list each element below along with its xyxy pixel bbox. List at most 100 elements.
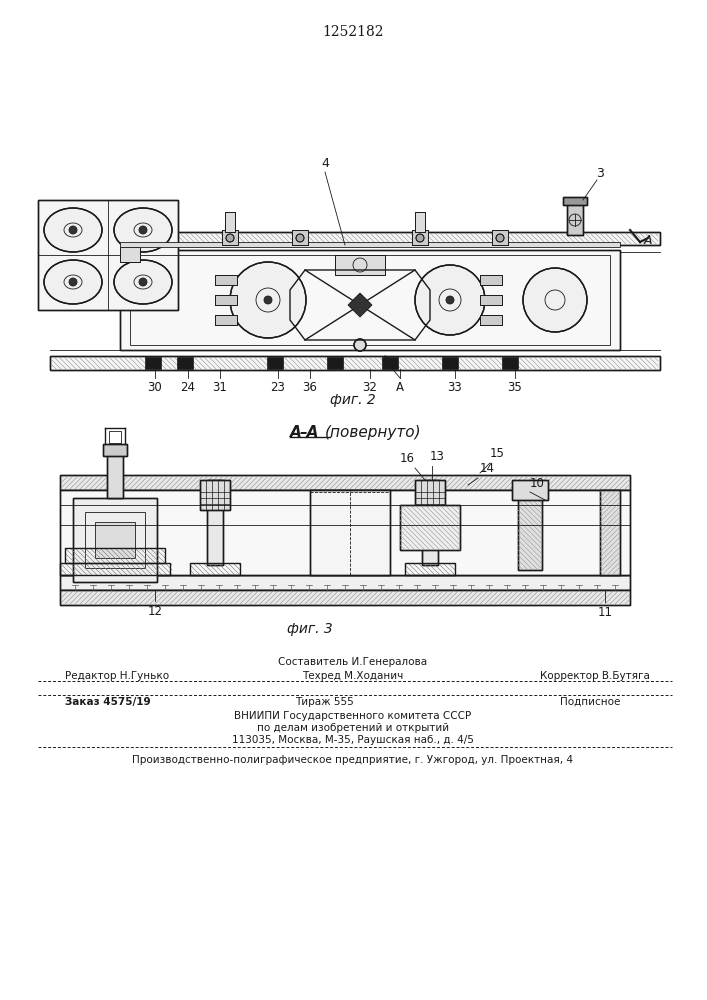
Text: 16: 16 bbox=[400, 452, 415, 465]
Bar bbox=[207, 480, 223, 565]
Bar bbox=[60, 475, 630, 490]
Bar bbox=[563, 197, 587, 205]
Circle shape bbox=[415, 265, 485, 335]
Bar bbox=[50, 232, 660, 245]
Text: 3: 3 bbox=[596, 167, 604, 180]
Circle shape bbox=[264, 296, 272, 304]
Bar bbox=[415, 212, 425, 232]
Bar bbox=[567, 200, 583, 235]
Text: 1252182: 1252182 bbox=[322, 25, 384, 39]
Bar bbox=[502, 357, 518, 369]
Bar bbox=[60, 563, 170, 575]
Circle shape bbox=[354, 339, 366, 351]
Bar bbox=[310, 490, 390, 575]
Text: Тираж 555: Тираж 555 bbox=[295, 697, 354, 707]
Text: 13: 13 bbox=[430, 450, 445, 463]
Bar bbox=[60, 575, 630, 590]
Bar bbox=[120, 247, 140, 262]
Bar bbox=[107, 448, 123, 498]
Bar bbox=[200, 480, 230, 510]
Bar bbox=[38, 200, 178, 310]
Circle shape bbox=[226, 234, 234, 242]
Bar bbox=[310, 490, 390, 575]
Bar bbox=[60, 575, 630, 590]
Bar bbox=[442, 357, 458, 369]
Bar bbox=[61, 591, 629, 604]
Polygon shape bbox=[348, 293, 372, 317]
Bar bbox=[107, 448, 123, 498]
Bar bbox=[215, 315, 237, 325]
Bar bbox=[65, 548, 165, 563]
Bar bbox=[327, 357, 343, 369]
Text: ВНИИПИ Государственного комитета СССР: ВНИИПИ Государственного комитета СССР bbox=[235, 711, 472, 721]
Circle shape bbox=[139, 226, 147, 234]
Bar bbox=[600, 491, 619, 574]
Bar bbox=[215, 275, 237, 285]
Bar bbox=[400, 505, 460, 550]
Text: фиг. 2: фиг. 2 bbox=[330, 393, 376, 407]
Text: 32: 32 bbox=[363, 381, 378, 394]
Bar bbox=[400, 505, 460, 550]
Text: A: A bbox=[396, 381, 404, 394]
Circle shape bbox=[69, 278, 77, 286]
Circle shape bbox=[446, 296, 454, 304]
Text: A: A bbox=[644, 233, 653, 246]
Bar bbox=[190, 563, 240, 575]
Bar bbox=[207, 480, 223, 565]
Bar bbox=[512, 480, 548, 500]
Bar bbox=[415, 480, 445, 510]
Bar bbox=[95, 522, 135, 558]
Text: Производственно-полиграфическое предприятие, г. Ужгород, ул. Проектная, 4: Производственно-полиграфическое предприя… bbox=[132, 755, 573, 765]
Bar bbox=[50, 232, 660, 245]
Bar bbox=[492, 230, 508, 245]
Ellipse shape bbox=[114, 260, 172, 304]
Bar bbox=[225, 212, 235, 232]
Bar bbox=[480, 295, 502, 305]
Bar bbox=[85, 512, 145, 568]
Bar bbox=[480, 315, 502, 325]
Circle shape bbox=[139, 278, 147, 286]
Bar bbox=[109, 431, 121, 443]
Text: по делам изобретений и открытий: по делам изобретений и открытий bbox=[257, 723, 449, 733]
Bar bbox=[412, 230, 428, 245]
Text: 33: 33 bbox=[448, 381, 462, 394]
Bar bbox=[60, 475, 630, 490]
Text: 35: 35 bbox=[508, 381, 522, 394]
Text: 30: 30 bbox=[148, 381, 163, 394]
Bar bbox=[73, 498, 157, 582]
Bar bbox=[512, 480, 548, 500]
Bar bbox=[52, 233, 658, 245]
Bar bbox=[405, 563, 455, 575]
Text: 23: 23 bbox=[271, 381, 286, 394]
Bar bbox=[50, 356, 660, 370]
Text: Редактор Н.Гунько: Редактор Н.Гунько bbox=[65, 671, 169, 681]
Bar bbox=[38, 200, 178, 310]
Text: Подписное: Подписное bbox=[560, 697, 620, 707]
Text: (повернуто): (повернуто) bbox=[325, 425, 421, 440]
Bar bbox=[65, 548, 165, 563]
Bar bbox=[292, 230, 308, 245]
Text: фиг. 3: фиг. 3 bbox=[287, 622, 333, 636]
Bar bbox=[518, 490, 542, 570]
Bar bbox=[120, 247, 140, 262]
Bar bbox=[480, 275, 502, 285]
Text: Составитель И.Генералова: Составитель И.Генералова bbox=[279, 657, 428, 667]
Circle shape bbox=[416, 234, 424, 242]
Bar bbox=[492, 230, 508, 245]
Text: 31: 31 bbox=[213, 381, 228, 394]
Text: –А: –А bbox=[300, 425, 320, 440]
Text: Корректор В.Бутяга: Корректор В.Бутяга bbox=[540, 671, 650, 681]
Ellipse shape bbox=[44, 208, 102, 252]
Bar bbox=[567, 200, 583, 235]
Bar bbox=[518, 490, 542, 570]
Text: 10: 10 bbox=[530, 477, 545, 490]
Bar bbox=[190, 563, 240, 575]
Bar bbox=[415, 480, 445, 510]
Circle shape bbox=[296, 234, 304, 242]
Bar bbox=[120, 250, 620, 350]
Bar bbox=[215, 295, 237, 305]
Bar bbox=[222, 230, 238, 245]
Bar bbox=[130, 255, 610, 345]
Circle shape bbox=[496, 234, 504, 242]
Bar bbox=[600, 490, 620, 575]
